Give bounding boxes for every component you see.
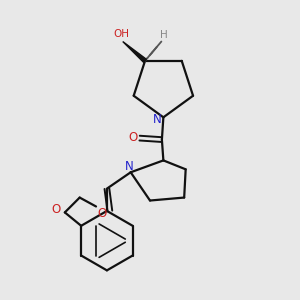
Text: H: H [160, 30, 168, 40]
Text: OH: OH [113, 29, 129, 39]
Polygon shape [123, 41, 146, 62]
Text: N: N [125, 160, 134, 173]
Text: N: N [152, 112, 161, 126]
Text: O: O [52, 203, 61, 216]
Text: O: O [128, 131, 138, 144]
Text: O: O [97, 207, 106, 220]
